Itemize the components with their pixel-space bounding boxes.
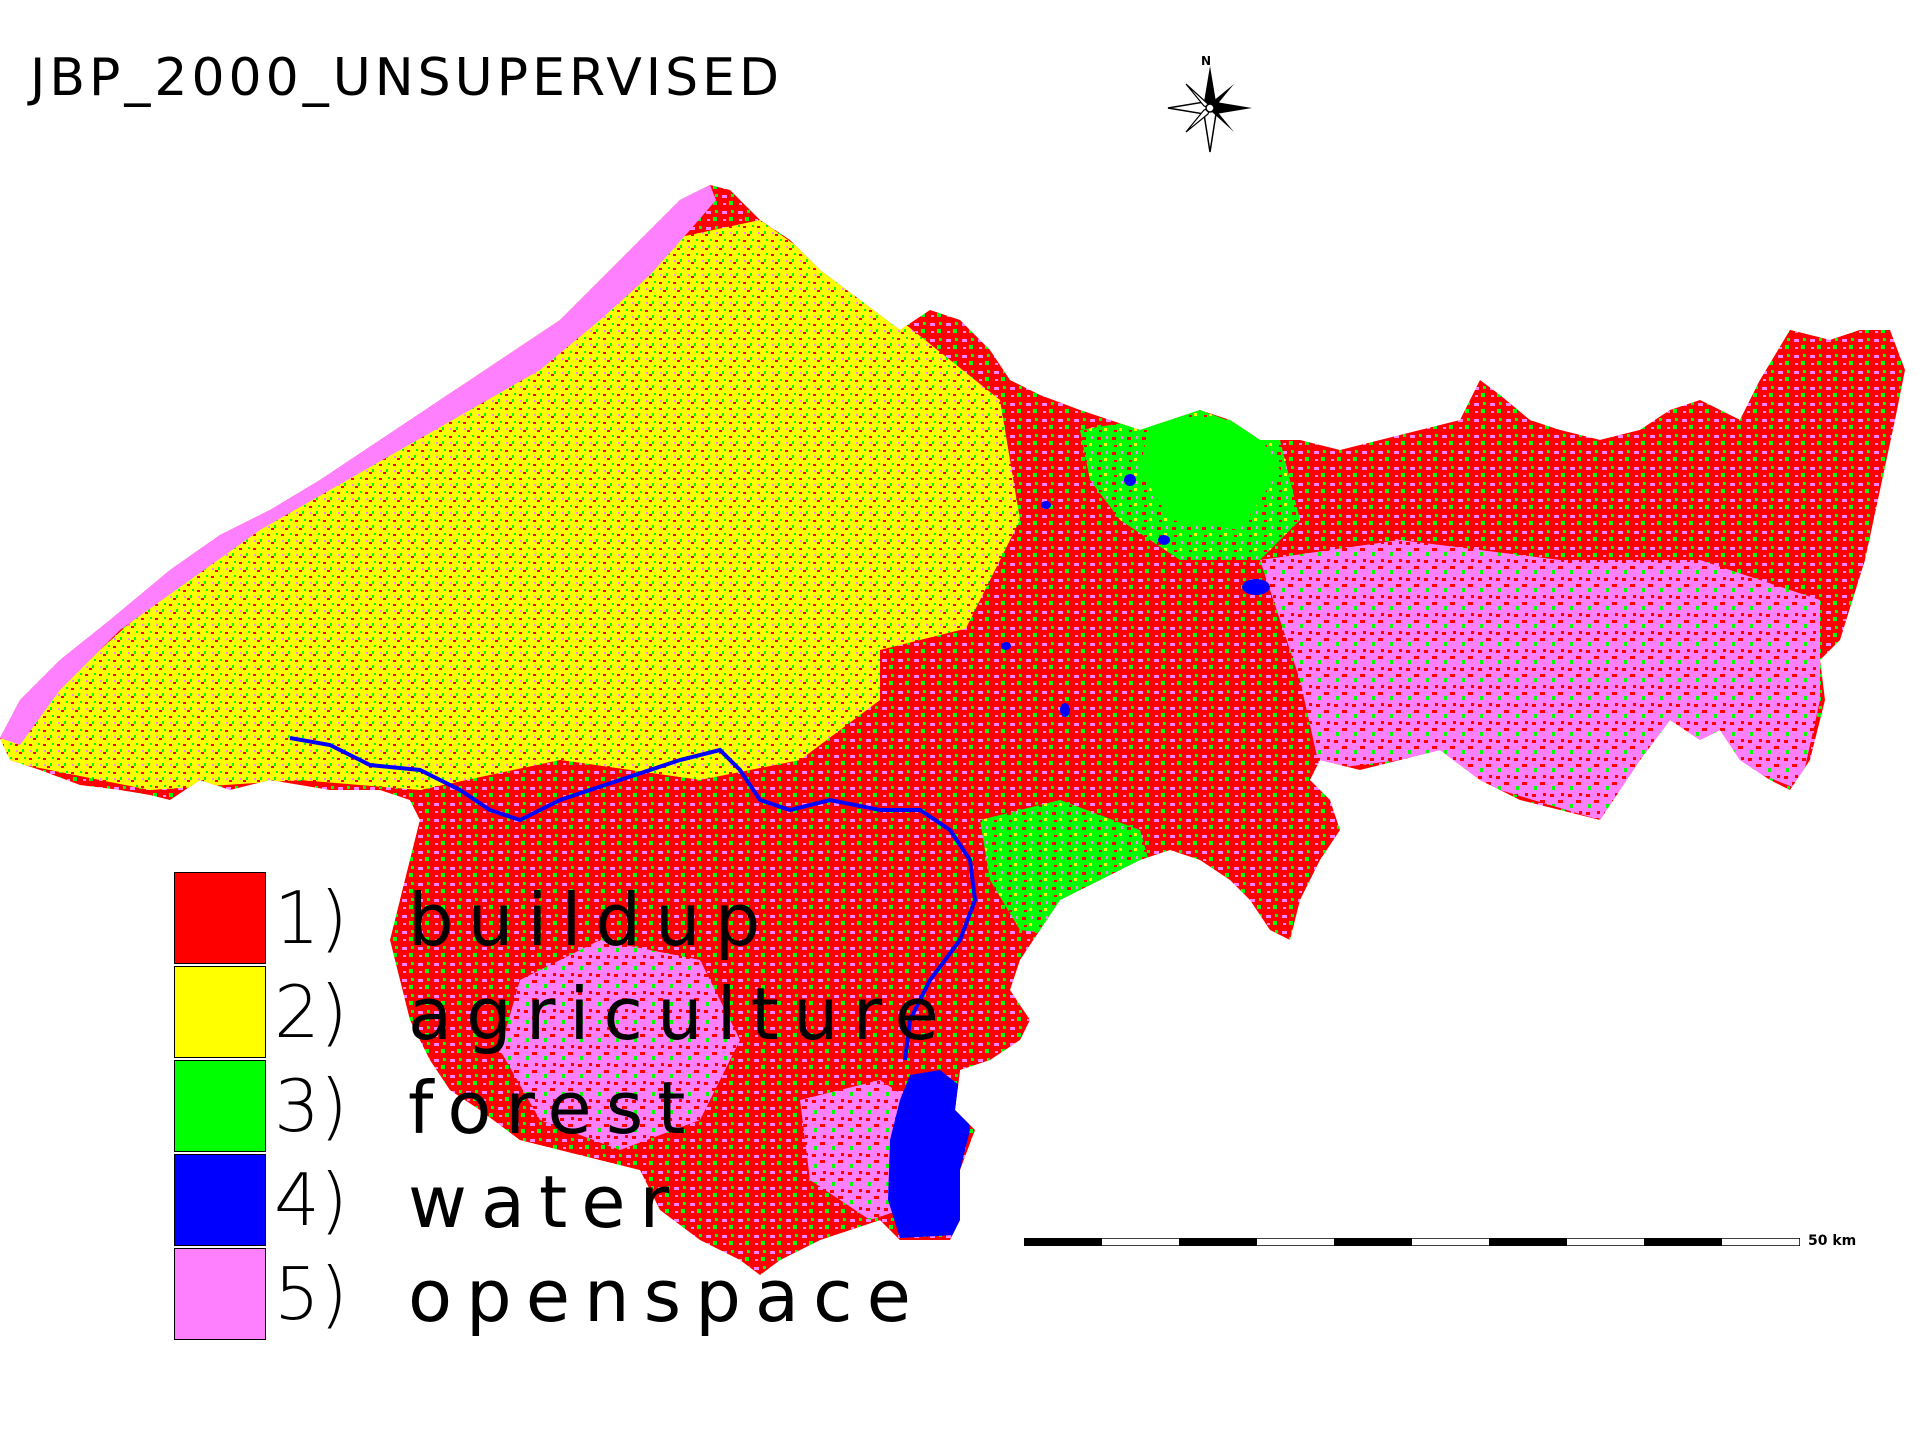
- scale-bar: [1024, 1238, 1800, 1246]
- north-arrow-icon: [1167, 66, 1252, 153]
- legend-number: 1): [274, 876, 348, 960]
- legend-number: 4): [274, 1158, 348, 1242]
- legend-swatch-agriculture: [174, 966, 266, 1058]
- legend-label: forest: [408, 1066, 700, 1150]
- legend-swatch-openspace: [174, 1248, 266, 1340]
- legend-label: buildup: [408, 878, 775, 962]
- legend-label: openspace: [408, 1254, 925, 1338]
- legend-swatch-buildup: [174, 872, 266, 964]
- legend-swatch-water: [174, 1154, 266, 1246]
- legend-swatch-forest: [174, 1060, 266, 1152]
- legend-label: agriculture: [408, 972, 953, 1056]
- map-title: JBP_2000_UNSUPERVISED: [30, 48, 784, 108]
- legend-number: 2): [274, 970, 348, 1054]
- legend-label: water: [408, 1160, 684, 1244]
- legend-number: 5): [274, 1252, 348, 1336]
- north-label: N: [1201, 54, 1212, 68]
- legend-number: 3): [274, 1064, 348, 1148]
- scale-label: 50 km: [1808, 1233, 1857, 1249]
